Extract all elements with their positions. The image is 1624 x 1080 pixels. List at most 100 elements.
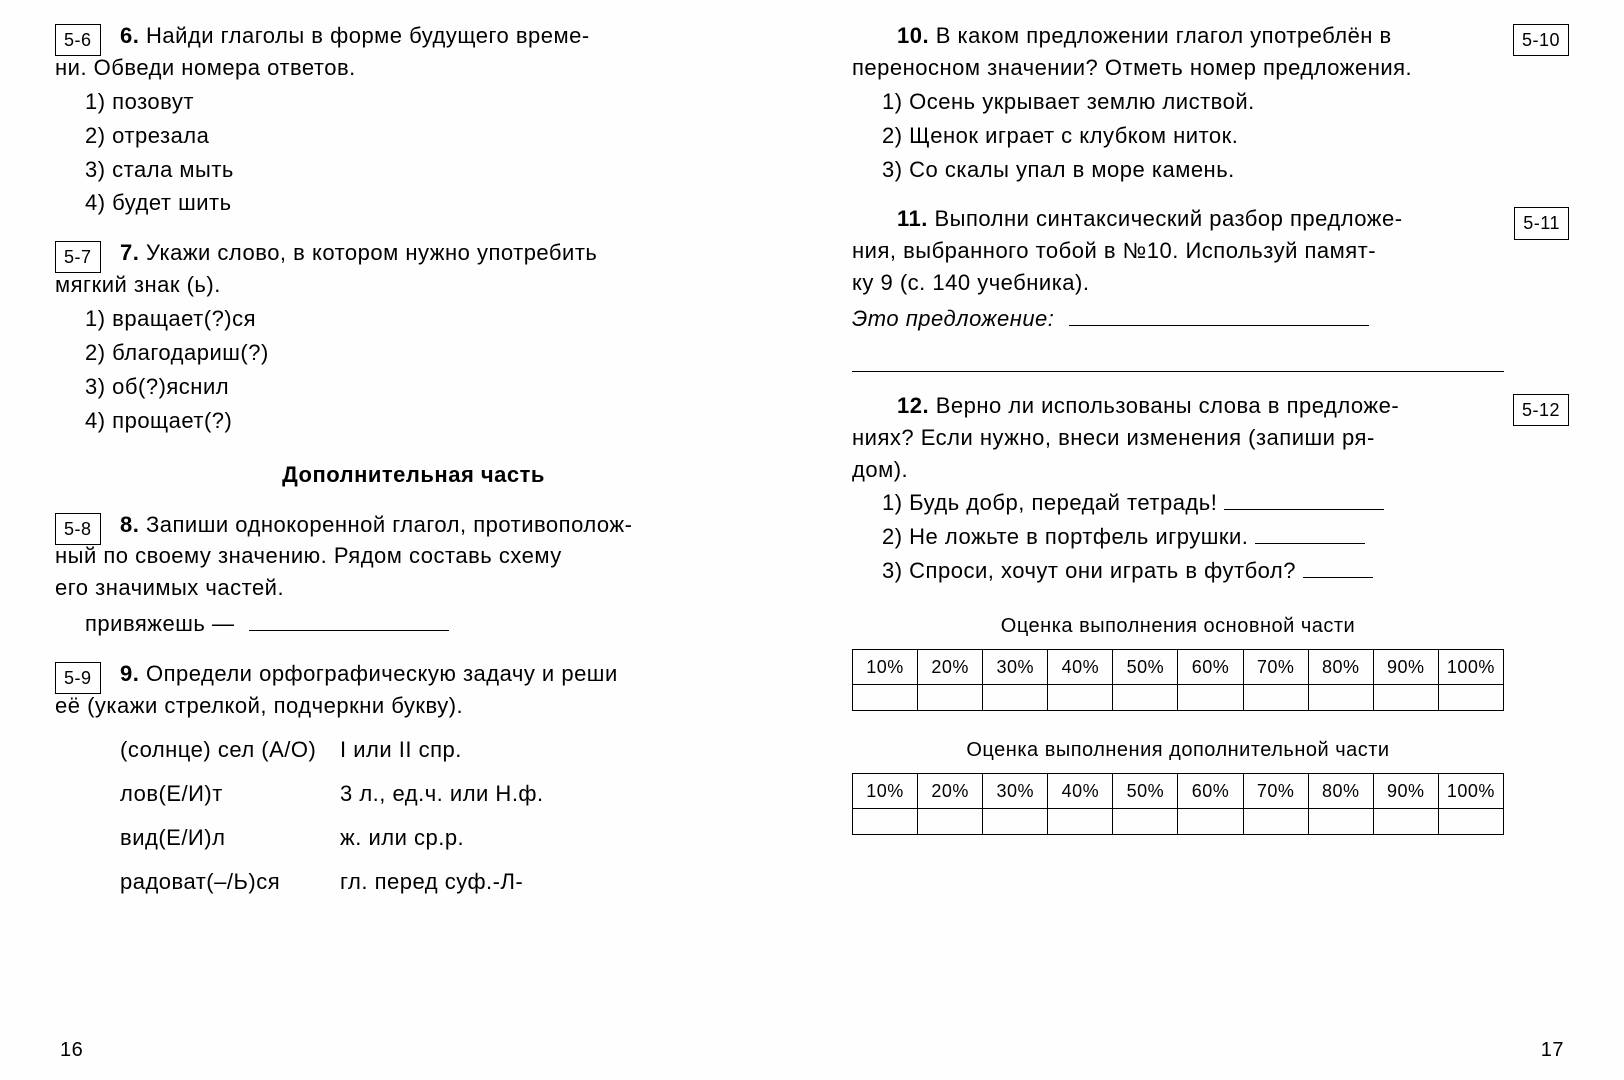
q7-opt1[interactable]: 1) вращает(?)ся — [85, 303, 772, 335]
sc-m-8: 80% — [1308, 650, 1373, 685]
q11-text-b: ния, выбранного тобой в №10. Используй п… — [852, 235, 1504, 267]
q6-text-b: ни. Обведи номера ответов. — [55, 52, 772, 84]
q7-opt4[interactable]: 4) прощает(?) — [85, 405, 772, 437]
q9-grid: (солнце) сел (А/О)I или II спр. лов(Е/И)… — [120, 734, 772, 898]
q9-r4c1: радоват(–/Ь)ся — [120, 866, 340, 898]
q8-blank[interactable] — [249, 630, 449, 631]
page-spread: 5-6 6. Найди глаголы в форме будущего вр… — [0, 0, 1624, 1080]
q12-blank2[interactable] — [1255, 543, 1365, 544]
question-7: 5-7 7. Укажи слово, в котором нужно упот… — [55, 237, 772, 436]
q11-prompt-line: Это предложение: — [852, 303, 1504, 335]
q6-opt2[interactable]: 2) отрезала — [85, 120, 772, 152]
q7-opt2[interactable]: 2) благодариш(?) — [85, 337, 772, 369]
q9-r1c1: (солнце) сел (А/О) — [120, 734, 340, 766]
q6-line1: 6. Найди глаголы в форме будущего време- — [120, 20, 772, 52]
q7-options: 1) вращает(?)ся 2) благодариш(?) 3) об(?… — [85, 303, 772, 437]
q8-word: привяжешь — — [85, 611, 234, 636]
q12-opt2[interactable]: 2) Не ложьте в портфель игрушки. — [882, 521, 1504, 553]
q12-blank1[interactable] — [1224, 509, 1384, 510]
q10-text-a: В каком предложении глагол употреблён в — [936, 23, 1392, 48]
q9-r1c2: I или II спр. — [340, 734, 772, 766]
margin-tag-10: 5-10 — [1513, 24, 1569, 56]
question-10: 5-10 10. В каком предложении глагол упот… — [852, 20, 1569, 185]
q12-opt1-text: 1) Будь добр, передай тетрадь! — [882, 490, 1217, 515]
sc-e-2: 20% — [918, 774, 983, 809]
score-label-extra: Оценка выполнения дополнительной части — [852, 736, 1504, 765]
q6-opt1[interactable]: 1) позовут — [85, 86, 772, 118]
question-6: 5-6 6. Найди глаголы в форме будущего вр… — [55, 20, 772, 219]
question-11: 5-11 11. Выполни синтаксический разбор п… — [852, 203, 1569, 371]
q10-line1: 10. В каком предложении глагол употреблё… — [852, 20, 1504, 52]
left-page: 5-6 6. Найди глаголы в форме будущего вр… — [30, 20, 812, 1070]
left-page-num: 16 — [60, 1036, 83, 1065]
q10-text-b: переносном значении? Отметь номер предло… — [852, 52, 1504, 84]
q10-opt3[interactable]: 3) Со скалы упал в море камень. — [882, 154, 1504, 186]
sc-m-1: 10% — [853, 650, 918, 685]
q12-num: 12. — [897, 393, 929, 418]
q11-prompt: Это предложение: — [852, 306, 1054, 331]
q12-text-c: дом). — [852, 454, 1504, 486]
q9-text-a: Определи орфографическую задачу и реши — [146, 661, 618, 686]
sc-e-5: 50% — [1113, 774, 1178, 809]
sc-e-1: 10% — [853, 774, 918, 809]
q12-options: 1) Будь добр, передай тетрадь! 2) Не лож… — [882, 487, 1504, 587]
q11-blank1[interactable] — [1069, 325, 1369, 326]
score-main-header: 10% 20% 30% 40% 50% 60% 70% 80% 90% 100% — [853, 650, 1504, 685]
q12-opt2-text: 2) Не ложьте в портфель игрушки. — [882, 524, 1248, 549]
q6-opt3[interactable]: 3) стала мыть — [85, 154, 772, 186]
sc-m-9: 90% — [1373, 650, 1438, 685]
question-12: 5-12 12. Верно ли использованы слова в п… — [852, 390, 1569, 587]
q9-row1: (солнце) сел (А/О)I или II спр. — [120, 734, 772, 766]
score-label-main: Оценка выполнения основной части — [852, 612, 1504, 641]
margin-tag-7: 5-7 — [55, 241, 101, 273]
q12-opt1[interactable]: 1) Будь добр, передай тетрадь! — [882, 487, 1504, 519]
q9-row3: вид(Е/И)лж. или ср.р. — [120, 822, 772, 854]
q9-r3c2: ж. или ср.р. — [340, 822, 772, 854]
margin-tag-11: 5-11 — [1514, 207, 1569, 239]
q6-num: 6. — [120, 23, 139, 48]
sc-e-10: 100% — [1438, 774, 1503, 809]
q8-word-line: привяжешь — — [85, 608, 772, 640]
q7-text-a: Укажи слово, в котором нужно употребить — [146, 240, 597, 265]
score-extra-header: 10% 20% 30% 40% 50% 60% 70% 80% 90% 100% — [853, 774, 1504, 809]
q10-opt1[interactable]: 1) Осень укрывает землю листвой. — [882, 86, 1504, 118]
q9-text-b: её (укажи стрелкой, подчеркни букву). — [55, 690, 772, 722]
question-9: 5-9 9. Определи орфографическую задачу и… — [55, 658, 772, 897]
q12-blank3[interactable] — [1303, 577, 1373, 578]
q9-r2c2: 3 л., ед.ч. или Н.ф. — [340, 778, 772, 810]
q11-text-a: Выполни синтаксический разбор предложе- — [935, 206, 1403, 231]
q10-opt2[interactable]: 2) Щенок играет с клубком ниток. — [882, 120, 1504, 152]
q8-text-b: ный по своему значению. Рядом составь сх… — [55, 540, 772, 572]
q10-options: 1) Осень укрывает землю листвой. 2) Щено… — [882, 86, 1504, 186]
q7-opt3[interactable]: 3) об(?)яснил — [85, 371, 772, 403]
question-8: 5-8 8. Запиши однокоренной глагол, проти… — [55, 509, 772, 641]
sc-m-2: 20% — [918, 650, 983, 685]
q6-opt4[interactable]: 4) будет шить — [85, 187, 772, 219]
sc-e-7: 70% — [1243, 774, 1308, 809]
sc-e-9: 90% — [1373, 774, 1438, 809]
q12-opt3-text: 3) Спроси, хочут они играть в футбол? — [882, 558, 1296, 583]
q11-line1: 11. Выполни синтаксический разбор предло… — [852, 203, 1504, 235]
q11-blank2[interactable] — [852, 341, 1504, 372]
sc-e-8: 80% — [1308, 774, 1373, 809]
q11-text-c: ку 9 (с. 140 учебника). — [852, 267, 1504, 299]
q8-text-a: Запиши однокоренной глагол, противополож… — [146, 512, 632, 537]
margin-tag-9: 5-9 — [55, 662, 101, 694]
score-extra-empty[interactable] — [853, 809, 1504, 835]
section-title: Дополнительная часть — [55, 459, 772, 491]
q9-row2: лов(Е/И)т3 л., ед.ч. или Н.ф. — [120, 778, 772, 810]
sc-m-4: 40% — [1048, 650, 1113, 685]
margin-tag-6: 5-6 — [55, 24, 101, 56]
margin-tag-8: 5-8 — [55, 513, 101, 545]
sc-e-3: 30% — [983, 774, 1048, 809]
score-table-extra: 10% 20% 30% 40% 50% 60% 70% 80% 90% 100% — [852, 773, 1504, 835]
q9-line1: 9. Определи орфографическую задачу и реш… — [120, 658, 772, 690]
margin-tag-12: 5-12 — [1513, 394, 1569, 426]
score-main-empty[interactable] — [853, 685, 1504, 711]
q8-num: 8. — [120, 512, 139, 537]
q9-r4c2: гл. перед суф.-Л- — [340, 866, 772, 898]
q6-options: 1) позовут 2) отрезала 3) стала мыть 4) … — [85, 86, 772, 220]
q12-opt3[interactable]: 3) Спроси, хочут они играть в футбол? — [882, 555, 1504, 587]
sc-m-6: 60% — [1178, 650, 1243, 685]
score-table-main: 10% 20% 30% 40% 50% 60% 70% 80% 90% 100% — [852, 649, 1504, 711]
